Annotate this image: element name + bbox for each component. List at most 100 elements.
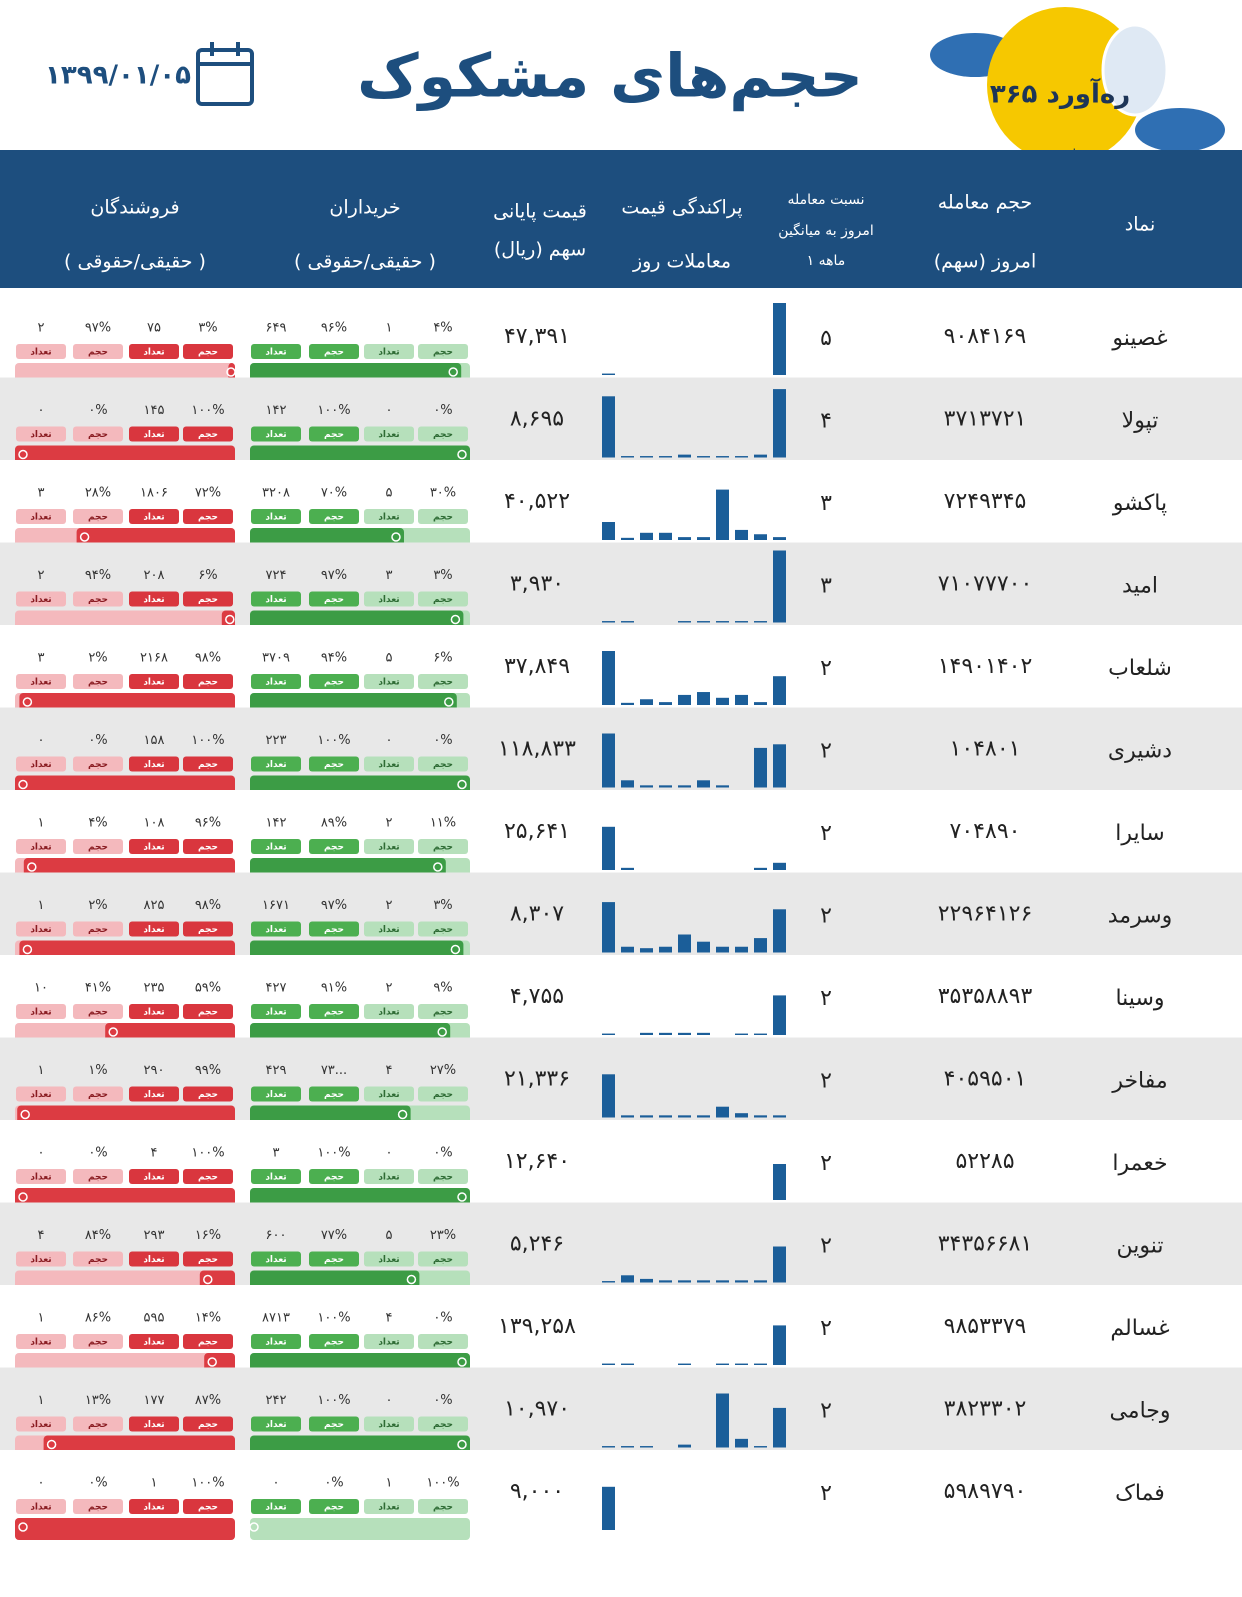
column-header: ( حقیقی/حقوقی ) (294, 251, 436, 273)
tag-badge (364, 1416, 414, 1432)
tag-badge (16, 1334, 66, 1349)
volume: ۳۸۲۳۳۰۲ (944, 1397, 1027, 1422)
dispersion-bar (716, 946, 729, 953)
cell-value: ۹۷% (85, 321, 111, 336)
tag-label: تعداد (143, 760, 164, 770)
tag-label: تعداد (378, 843, 399, 853)
tag-label: تعداد (378, 595, 399, 605)
tag-badge (73, 1334, 123, 1349)
volume: ۹۰۸۴۱۶۹ (944, 324, 1027, 349)
tag-badge (251, 1169, 301, 1184)
price: ۹,۰۰۰ (510, 1479, 564, 1504)
tag-label: حجم (433, 595, 453, 605)
tag-label: تعداد (30, 595, 51, 605)
dispersion-bar (640, 699, 653, 705)
tag-badge (364, 1004, 414, 1019)
dispersion-bar (640, 1032, 653, 1035)
tag-label: حجم (324, 843, 344, 853)
dispersion-bar (773, 1325, 786, 1365)
tag-label: تعداد (265, 843, 286, 853)
tag-label: تعداد (30, 843, 51, 853)
dispersion-bar (773, 389, 786, 458)
dispersion-bar (754, 1115, 767, 1118)
tag-label: حجم (433, 1420, 453, 1430)
volume: ۱۰۴۸۰۱ (950, 737, 1021, 762)
tag-label: حجم (88, 1090, 108, 1100)
tag-badge (129, 1086, 179, 1102)
date: ۱۳۹۹/۰۱/۰۵ (45, 61, 191, 91)
cell-value: ۰ (273, 1476, 280, 1491)
tag-label: تعداد (265, 925, 286, 935)
tag-badge (251, 509, 301, 524)
dispersion-bar (602, 396, 615, 458)
dispersion-bar (773, 909, 786, 953)
dispersion-bar (621, 702, 634, 705)
tag-badge (364, 1251, 414, 1267)
cell-value: ۱۴۲ (266, 816, 287, 831)
tag-badge (129, 839, 179, 854)
dispersion-bar (754, 1033, 767, 1035)
person-icon (207, 1357, 217, 1367)
dispersion-bar (602, 733, 615, 788)
tag-badge (251, 344, 301, 359)
tag-badge (251, 1004, 301, 1019)
tag-badge (309, 1499, 359, 1514)
cell-value: ۲۳۵ (144, 981, 165, 996)
tag-label: حجم (198, 925, 218, 935)
tag-badge (16, 1004, 66, 1019)
tag-label: تعداد (265, 1008, 286, 1018)
cell-value: ۰ (386, 1393, 393, 1408)
tag-badge (364, 426, 414, 442)
price: ۸,۳۰۷ (510, 902, 564, 927)
person-icon (450, 614, 461, 625)
cell-value: ۲% (88, 651, 107, 666)
dispersion-bar (735, 529, 748, 540)
tag-badge (183, 674, 233, 689)
tag-label: تعداد (143, 1338, 164, 1348)
cell-value: ۱۰۰% (317, 1311, 350, 1326)
cell-value: ۰ (38, 1146, 45, 1161)
tag-label: تعداد (265, 678, 286, 688)
tag-label: حجم (198, 1255, 218, 1265)
tag-badge (364, 344, 414, 359)
cell-value: ۱۰۰% (191, 1146, 224, 1161)
tag-label: حجم (324, 1503, 344, 1513)
dispersion-bar (716, 489, 729, 540)
dispersion-bar (716, 621, 729, 623)
tag-label: تعداد (378, 1338, 399, 1348)
cell-value: ۴۲۹ (266, 1063, 287, 1078)
tag-label: تعداد (265, 760, 286, 770)
cell-value: ۱۰۰% (191, 1476, 224, 1491)
tag-badge (73, 509, 123, 524)
tag-label: حجم (324, 925, 344, 935)
cell-value: ۷۷% (321, 1228, 347, 1243)
cell-value: ۲ (386, 981, 393, 996)
cell-value: ۴% (88, 816, 107, 831)
tag-badge (129, 1004, 179, 1019)
dispersion-bar (659, 1032, 672, 1035)
person-icon (397, 1109, 408, 1120)
tag-label: تعداد (30, 1503, 51, 1513)
tag-badge (183, 1004, 233, 1019)
logo: ره‌آورد ۳۶۵ برفراز بورس (930, 7, 1225, 163)
dispersion-bar (678, 694, 691, 705)
tag-label: حجم (88, 1503, 108, 1513)
cell-value: ۴% (433, 321, 452, 336)
tag-badge (129, 344, 179, 359)
person-icon (391, 532, 401, 542)
dispersion-bar (621, 867, 634, 870)
tag-label: حجم (198, 595, 218, 605)
dispersion-bar (754, 938, 767, 953)
tag-label: تعداد (265, 595, 286, 605)
tag-label: تعداد (30, 925, 51, 935)
dispersion-bar (602, 826, 615, 870)
tag-badge (418, 1334, 468, 1349)
cell-value: ۱۰ (34, 981, 48, 996)
tag-badge (129, 1251, 179, 1267)
tag-badge (309, 756, 359, 772)
tag-badge (16, 1416, 66, 1432)
cell-value: ۹۱% (321, 981, 347, 996)
tag-badge (73, 1416, 123, 1432)
dispersion-bar (754, 1280, 767, 1283)
